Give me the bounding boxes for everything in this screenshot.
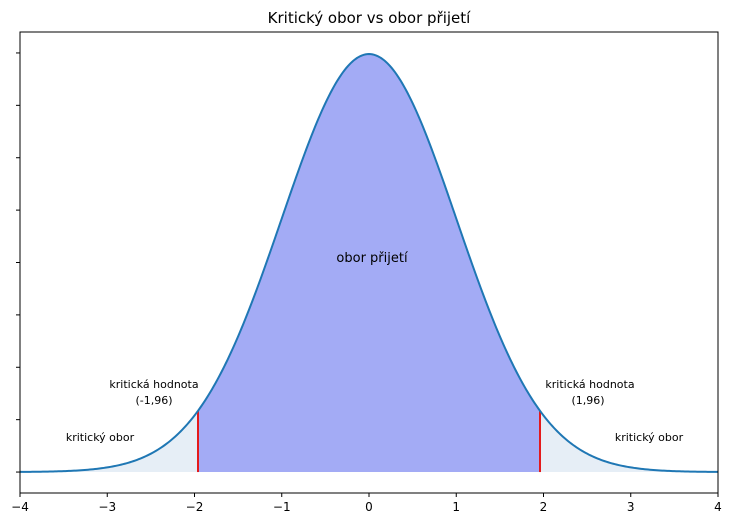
x-tick-label: 2 xyxy=(540,500,548,514)
region-critical-left xyxy=(20,410,198,473)
y-axis-ticks xyxy=(16,52,20,473)
critical-lines-group xyxy=(196,410,542,473)
regions-group xyxy=(20,54,718,473)
critical-value-left-label: kritická hodnota xyxy=(109,378,198,391)
critical-value-left-number: (-1,96) xyxy=(135,394,172,407)
critical-region-right-label: kritický obor xyxy=(615,431,684,444)
x-tick-label: 3 xyxy=(627,500,635,514)
x-tick-label: 4 xyxy=(714,500,722,514)
region-critical-right xyxy=(540,410,718,473)
density-curve xyxy=(19,53,719,473)
x-tick-label: −2 xyxy=(186,500,204,514)
critical-value-right-number: (1,96) xyxy=(571,394,604,407)
critical-region-left-label: kritický obor xyxy=(66,431,135,444)
acceptance-label: obor přijetí xyxy=(336,251,408,266)
chart-title: Kritický obor vs obor přijetí xyxy=(268,9,471,27)
x-axis-ticks: −4 −3 −2 −1 0 1 2 3 4 xyxy=(11,493,722,514)
x-tick-label: −4 xyxy=(11,500,29,514)
region-acceptance xyxy=(197,54,541,473)
x-tick-label: −1 xyxy=(273,500,291,514)
x-tick-label: 0 xyxy=(365,500,373,514)
x-tick-label: 1 xyxy=(452,500,460,514)
critical-value-right-label: kritická hodnota xyxy=(545,378,634,391)
x-tick-label: −3 xyxy=(98,500,116,514)
